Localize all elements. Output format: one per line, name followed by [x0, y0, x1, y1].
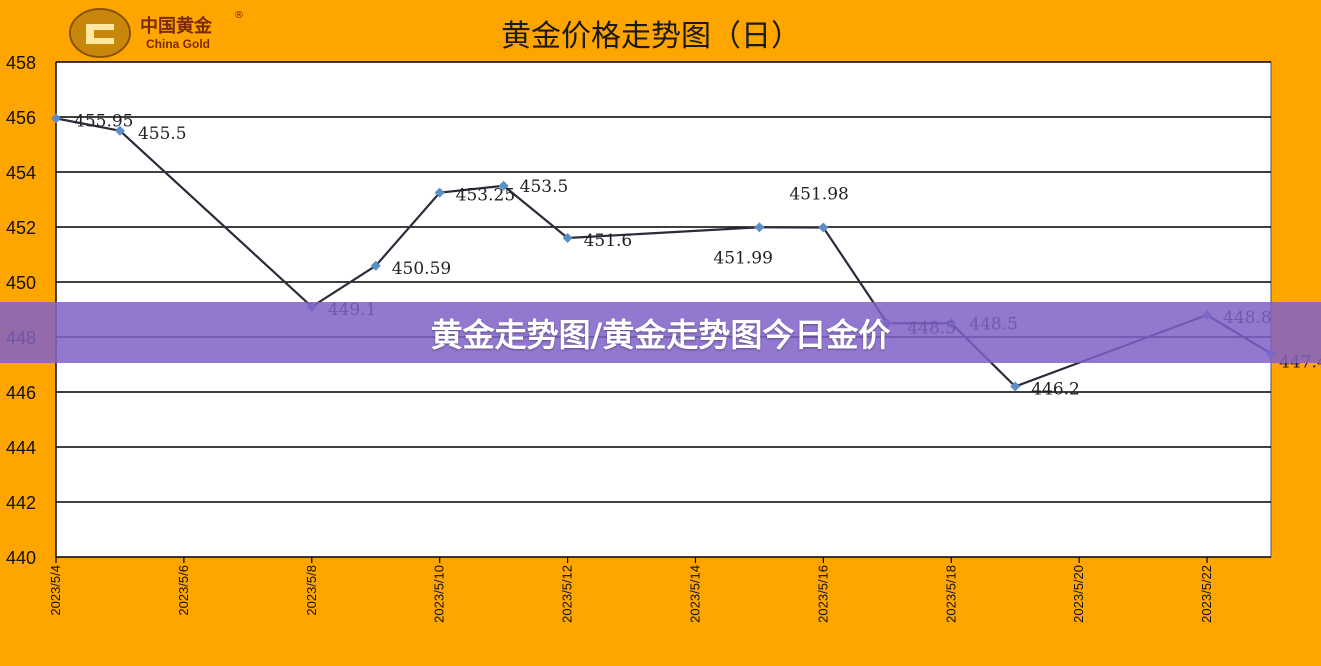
data-point [1010, 381, 1021, 392]
y-tick-label: 458 [6, 53, 36, 73]
x-tick-label: 2023/5/6 [176, 565, 191, 616]
data-label: 455.5 [138, 124, 187, 144]
china-gold-logo: 中国黄金 China Gold ® [69, 8, 244, 58]
x-tick-label: 2023/5/16 [815, 565, 830, 623]
data-point [498, 180, 509, 191]
logo-name-cn: 中国黄金 [140, 15, 213, 37]
y-tick-label: 446 [6, 383, 36, 403]
y-tick-label: 440 [6, 548, 36, 568]
logo-emblem-icon [69, 8, 131, 58]
registered-mark: ® [234, 10, 244, 21]
x-tick-label: 2023/5/10 [432, 565, 447, 623]
chart-title: 黄金价格走势图（日） [501, 19, 801, 54]
series-line [55, 117, 1272, 388]
data-label: 451.6 [584, 231, 633, 251]
data-label: 451.99 [713, 248, 772, 268]
data-label: 450.59 [392, 259, 451, 279]
data-point [562, 233, 573, 243]
data-point [370, 260, 381, 271]
data-label: 455.95 [74, 111, 133, 131]
y-tick-label: 454 [6, 163, 36, 183]
data-point [754, 222, 765, 233]
data-label: 453.5 [520, 177, 569, 197]
x-tick-label: 2023/5/20 [1071, 565, 1086, 623]
y-tick-label: 444 [6, 438, 36, 458]
data-point [434, 187, 445, 198]
x-axis: 2023/5/4 2023/5/6 2023/5/8 2023/5/10 2023/5/… [48, 62, 1214, 623]
data-point [818, 222, 829, 233]
data-point [51, 113, 61, 124]
y-tick-label: 442 [6, 493, 36, 513]
logo-name-en: China Gold [146, 37, 210, 51]
caption-text: 黄金走势图/黄金走势图今日金价 [430, 315, 891, 354]
x-tick-label: 2023/5/18 [943, 565, 958, 623]
caption-banner: 黄金走势图/黄金走势图今日金价 [0, 302, 1321, 363]
x-tick-label: 2023/5/8 [304, 565, 319, 616]
data-label: 451.98 [789, 185, 848, 205]
data-label: 446.2 [1031, 380, 1080, 400]
x-tick-label: 2023/5/4 [48, 565, 63, 616]
data-point [114, 125, 125, 136]
x-tick-label: 2023/5/14 [687, 565, 702, 623]
x-tick-label: 2023/5/22 [1199, 565, 1214, 623]
x-tick-label: 2023/5/12 [560, 565, 575, 623]
y-tick-label: 452 [6, 218, 36, 238]
y-tick-label: 456 [6, 108, 36, 128]
data-label: 453.25 [456, 186, 515, 206]
y-tick-label: 450 [6, 273, 36, 293]
